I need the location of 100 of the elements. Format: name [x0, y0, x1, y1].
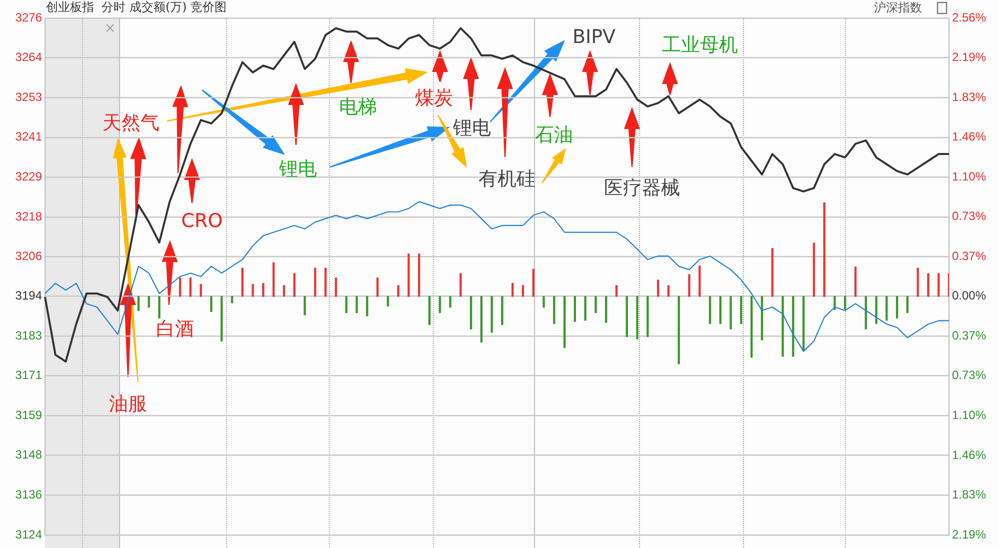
annotation: 石油 — [535, 123, 573, 148]
bar — [760, 296, 764, 340]
annotation: CRO — [181, 210, 223, 232]
annotation: 锂电 — [453, 116, 491, 141]
bar — [615, 285, 618, 297]
y-tick-label: 3264 — [15, 50, 42, 64]
bar — [812, 242, 815, 297]
bar — [553, 296, 556, 324]
bar — [376, 278, 379, 297]
bar — [771, 248, 774, 297]
bar — [189, 278, 192, 297]
annotation: 锂电 — [279, 157, 317, 182]
bar — [241, 268, 244, 297]
bar — [262, 282, 264, 297]
bar — [584, 296, 586, 321]
annotation: 电梯 — [339, 95, 377, 120]
annotation: 煤炭 — [415, 86, 453, 111]
bar — [490, 296, 493, 333]
bar — [137, 296, 140, 311]
annotation: 工业母机 — [662, 33, 738, 58]
y-tick-label: 3206 — [15, 249, 42, 264]
y2-tick-label: 0.00% — [952, 288, 986, 303]
bar — [460, 273, 462, 297]
y2-tick-label: 0.73% — [952, 368, 986, 382]
chart-title: 创业板指 分时 成交额(万) 竞价图 — [46, 0, 227, 14]
bar — [220, 296, 223, 342]
bar — [896, 296, 898, 319]
y2-tick-label: 1.10% — [952, 169, 986, 184]
bar — [252, 284, 254, 297]
bar — [386, 296, 389, 307]
text: 沪深指数 — [874, 0, 922, 16]
bar — [480, 296, 482, 342]
bar — [438, 296, 441, 314]
y-tick-label: 3136 — [15, 488, 42, 502]
bar — [345, 296, 348, 314]
bar — [356, 296, 358, 314]
bar — [719, 296, 722, 324]
bar — [449, 296, 452, 308]
bar — [397, 285, 400, 297]
bar — [626, 296, 628, 338]
y-tick-label: 3253 — [15, 90, 42, 104]
bar — [563, 296, 566, 348]
y2-tick-label: 0.73% — [952, 209, 986, 224]
bar — [886, 296, 888, 321]
y-tick-label: 3183 — [15, 328, 42, 342]
y2-tick-label: 2.56% — [952, 10, 986, 24]
bar — [938, 273, 940, 297]
y2-tick-label: 0.37% — [952, 248, 986, 263]
bar — [916, 268, 919, 297]
bar — [823, 202, 826, 297]
bar — [594, 296, 597, 314]
bar — [428, 296, 431, 326]
bar — [542, 296, 545, 308]
bar — [864, 296, 867, 330]
bar — [782, 296, 784, 357]
bar — [210, 296, 212, 312]
bar — [501, 296, 504, 326]
bar — [927, 273, 930, 297]
bar — [854, 266, 857, 297]
y-tick-label: 3241 — [15, 130, 42, 144]
bar — [293, 273, 296, 297]
y2-tick-label: 1.10% — [952, 408, 986, 422]
y-tick-label: 3159 — [15, 408, 42, 422]
bar — [282, 285, 286, 297]
bar — [334, 278, 338, 297]
bar — [708, 296, 712, 324]
annotation: 医疗器械 — [604, 176, 680, 201]
bar — [740, 296, 742, 324]
y2-tick-label: 1.46% — [952, 448, 986, 462]
y2-tick-label: 2.19% — [952, 50, 986, 64]
bar — [512, 282, 514, 297]
bar — [636, 296, 638, 340]
y-tick-label: 3171 — [15, 368, 42, 382]
y2-tick-label: 1.83% — [952, 90, 986, 104]
y-tick-label: 3124 — [15, 527, 42, 542]
bar — [148, 296, 150, 308]
bar — [366, 296, 368, 316]
bar — [179, 278, 182, 297]
bar — [605, 296, 608, 323]
bar — [646, 296, 649, 338]
bar — [906, 296, 909, 314]
bar — [698, 266, 701, 297]
annotation: 白酒 — [156, 317, 194, 342]
y-tick-label: 3229 — [15, 169, 42, 184]
bar — [324, 268, 327, 297]
bar — [532, 268, 534, 297]
bar — [667, 285, 670, 297]
y-tick-label: 3218 — [15, 209, 42, 224]
y-tick-label: 3148 — [15, 447, 42, 462]
bar — [802, 296, 805, 352]
bar — [418, 254, 420, 297]
bar — [200, 284, 202, 297]
bar — [314, 268, 316, 297]
annotation: 天然气 — [102, 111, 160, 136]
bar — [844, 296, 846, 310]
annotation: 油服 — [109, 392, 147, 417]
y2-tick-label: 2.19% — [952, 527, 986, 542]
bar — [470, 296, 472, 330]
y2-tick-label: 1.46% — [952, 130, 986, 144]
bar — [272, 262, 275, 297]
